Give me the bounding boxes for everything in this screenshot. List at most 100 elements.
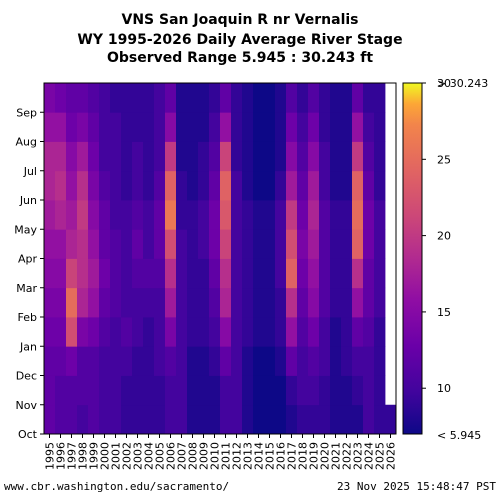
heatmap-cell xyxy=(220,317,232,347)
heatmap-cell xyxy=(99,346,111,376)
heatmap-cell xyxy=(154,346,166,376)
heatmap-cell xyxy=(385,404,397,435)
heatmap-cell xyxy=(341,258,353,289)
x-tick-label: 2001 xyxy=(110,442,123,470)
heatmap-cell xyxy=(352,375,364,406)
heatmap-cell xyxy=(286,346,298,376)
x-tick-label: 2013 xyxy=(242,442,255,470)
heatmap-cell xyxy=(363,170,375,201)
heatmap-cell xyxy=(77,258,89,289)
heatmap-cell xyxy=(319,404,331,435)
heatmap-cell xyxy=(308,317,320,347)
heatmap-cell xyxy=(66,141,78,172)
heatmap-cell xyxy=(176,141,188,172)
heatmap-cell xyxy=(88,258,100,289)
heatmap-cell xyxy=(242,258,254,289)
heatmap-cell xyxy=(132,83,144,113)
heatmap-cell xyxy=(374,287,386,318)
heatmap-cell xyxy=(231,170,243,201)
x-tick-label: 2025 xyxy=(374,442,387,470)
y-tick-label: Sep xyxy=(16,106,37,119)
heatmap-cell xyxy=(253,404,265,435)
x-tick-label: 2018 xyxy=(297,442,310,470)
heatmap-cell xyxy=(297,404,309,435)
heatmap-cell xyxy=(286,83,298,113)
y-tick-label: Oct xyxy=(18,428,38,441)
heatmap-cell xyxy=(198,170,210,201)
heatmap-cell xyxy=(110,170,122,201)
heatmap-cell xyxy=(143,112,155,142)
x-tick-label: 2020 xyxy=(319,442,332,470)
heatmap-cell xyxy=(88,141,100,172)
heatmap-cell xyxy=(264,112,276,142)
heatmap-cell xyxy=(286,170,298,201)
heatmap-cell xyxy=(187,112,199,142)
heatmap-cell xyxy=(231,200,243,230)
heatmap-cell xyxy=(187,83,199,113)
heatmap-cell xyxy=(187,200,199,230)
heatmap-cell xyxy=(99,83,111,113)
heatmap-cell xyxy=(341,141,353,172)
x-tick-label: 2009 xyxy=(198,442,211,470)
heatmap-cell xyxy=(231,287,243,318)
heatmap-cell xyxy=(121,170,133,201)
heatmap-cell xyxy=(99,229,111,259)
heatmap-cell xyxy=(352,141,364,172)
heatmap-cell xyxy=(66,317,78,347)
heatmap-cell xyxy=(77,375,89,406)
heatmap-cells xyxy=(44,83,397,435)
heatmap-cell xyxy=(352,404,364,435)
heatmap-cell xyxy=(374,346,386,376)
colorbar-ticks: 10 15 20 25 30 xyxy=(422,77,451,395)
x-tick-label: 2007 xyxy=(176,442,189,470)
heatmap-cell xyxy=(275,200,287,230)
heatmap-cell xyxy=(209,83,221,113)
heatmap-cell xyxy=(220,141,232,172)
heatmap-cell xyxy=(209,200,221,230)
heatmap-cell xyxy=(209,141,221,172)
heatmap-cell xyxy=(209,404,221,435)
y-tick-label: Apr xyxy=(18,253,38,266)
heatmap-cell xyxy=(330,287,342,318)
heatmap-cell xyxy=(55,375,67,406)
heatmap-cell xyxy=(176,258,188,289)
heatmap-cell xyxy=(110,112,122,142)
heatmap-cell xyxy=(297,375,309,406)
heatmap-cell xyxy=(44,404,56,435)
heatmap-cell xyxy=(154,404,166,435)
heatmap-cell xyxy=(121,141,133,172)
heatmap-cell xyxy=(44,83,56,113)
heatmap-cell xyxy=(99,258,111,289)
footer-source-url: www.cbr.washington.edu/sacramento/ xyxy=(4,480,229,493)
heatmap-cell xyxy=(264,404,276,435)
heatmap-cell xyxy=(253,170,265,201)
heatmap-cell xyxy=(242,287,254,318)
heatmap-cell xyxy=(110,375,122,406)
heatmap-cell xyxy=(110,258,122,289)
x-axis: 1995199619971998199920002001200220032004… xyxy=(44,434,398,470)
heatmap-cell xyxy=(110,141,122,172)
heatmap-cell xyxy=(231,258,243,289)
heatmap-cell xyxy=(55,258,67,289)
heatmap-cell xyxy=(330,112,342,142)
heatmap-cell xyxy=(363,404,375,435)
heatmap-cell xyxy=(198,287,210,318)
heatmap-cell xyxy=(165,200,177,230)
heatmap-cell xyxy=(319,200,331,230)
heatmap-cell xyxy=(352,83,364,113)
heatmap-cell xyxy=(154,317,166,347)
heatmap-cell xyxy=(132,287,144,318)
heatmap-cell xyxy=(66,375,78,406)
heatmap-cell xyxy=(110,404,122,435)
heatmap-cell xyxy=(286,258,298,289)
heatmap-cell xyxy=(165,229,177,259)
heatmap-cell xyxy=(44,170,56,201)
heatmap-cell xyxy=(176,375,188,406)
heatmap-cell xyxy=(231,346,243,376)
heatmap-cell xyxy=(363,317,375,347)
heatmap-cell xyxy=(242,317,254,347)
footer-timestamp: 23 Nov 2025 15:48:47 PST xyxy=(337,480,496,493)
y-tick-label: Jul xyxy=(23,165,37,178)
heatmap-cell xyxy=(242,404,254,435)
